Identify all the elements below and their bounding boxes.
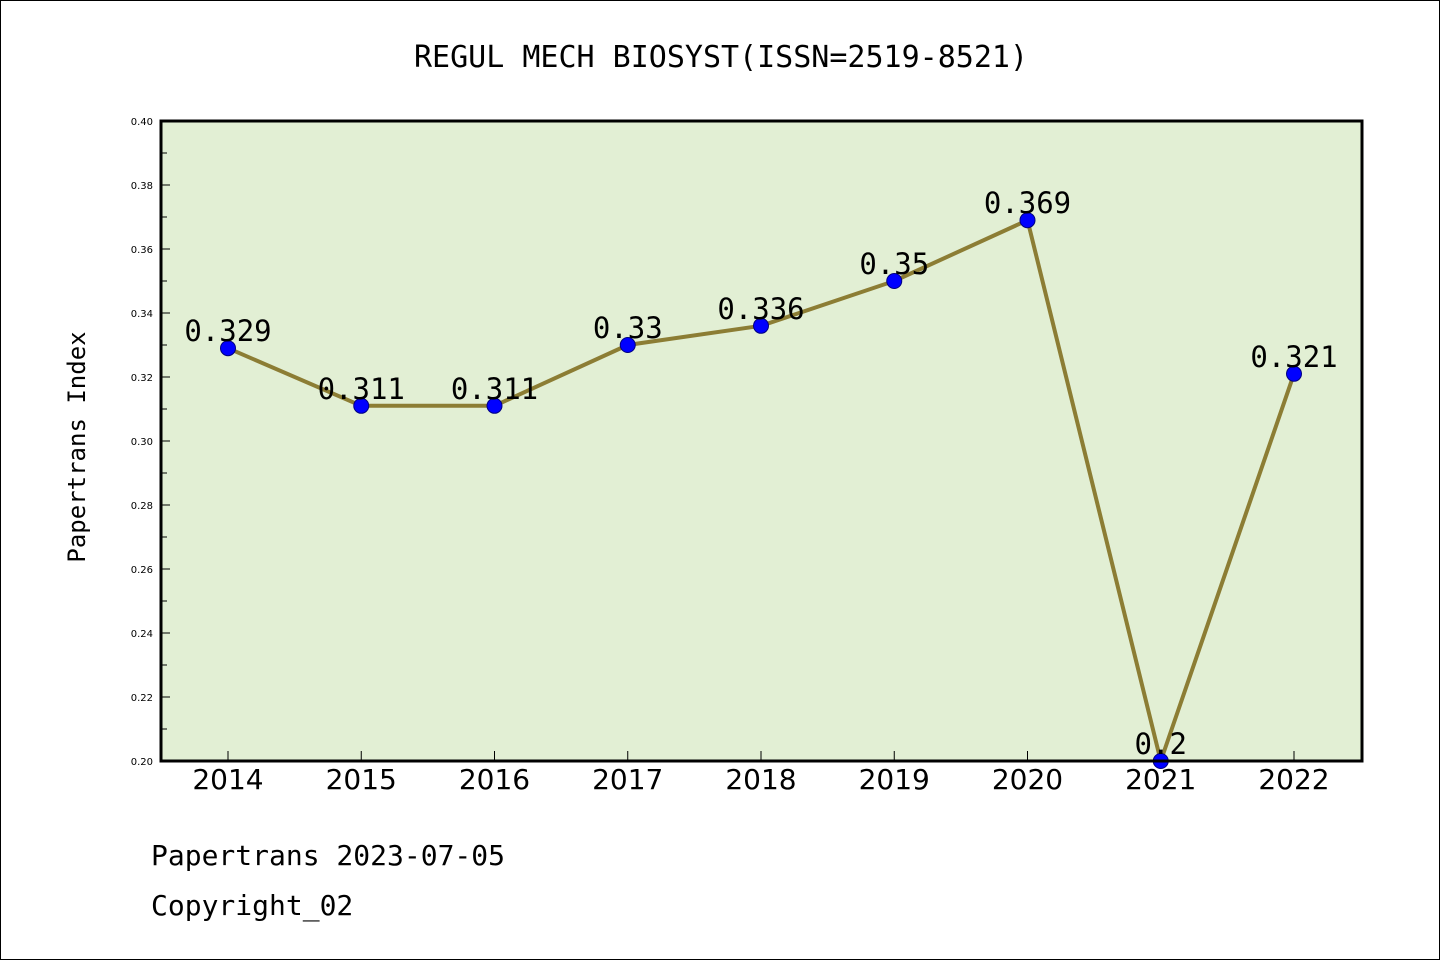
data-point [1019, 212, 1036, 229]
x-tick-label: 2022 [1258, 763, 1329, 796]
data-point [753, 317, 769, 334]
chart-title: REGUL MECH BIOSYST(ISSN=2519-8521) [414, 40, 1028, 75]
data-label: 0.369 [984, 186, 1071, 220]
series-markers [220, 212, 1302, 769]
y-tick-label: 0.40 [131, 117, 153, 128]
y-tick-labels: 0.20 0.22 0.24 0.26 0.28 0.30 0.32 0.34 0.36 0.38… [131, 117, 153, 768]
plot-border [159, 119, 1364, 763]
x-tick-label: 2015 [326, 763, 397, 796]
y-axis-label: Papertrans Index [63, 331, 91, 562]
data-point [220, 340, 236, 357]
data-label: 0.35 [859, 247, 929, 281]
data-label: 0.2 [1135, 727, 1187, 761]
data-label: 0.311 [451, 372, 538, 406]
footer-date: Papertrans 2023-07-05 [151, 839, 505, 872]
y-tick-label: 0.26 [131, 565, 153, 576]
data-label: 0.321 [1250, 340, 1337, 374]
x-tick-label: 2020 [992, 763, 1063, 796]
y-tick-label: 0.32 [131, 373, 153, 384]
data-label: 0.33 [593, 311, 663, 345]
x-tick-labels: 2014 2015 2016 2017 2018 2019 2020 2021 2022 [192, 763, 1329, 796]
data-point [1286, 365, 1302, 382]
x-tick-label: 2016 [459, 763, 530, 796]
y-tick-label: 0.28 [131, 501, 153, 512]
y-tick-label: 0.38 [131, 181, 153, 192]
data-label: 0.329 [184, 314, 271, 348]
footer-copyright: Copyright_02 [151, 889, 353, 923]
x-tick-label: 2017 [592, 763, 663, 796]
data-point [886, 273, 903, 289]
x-tick-label: 2019 [859, 763, 930, 796]
data-point [486, 397, 503, 414]
y-tick-label: 0.20 [131, 757, 153, 768]
plot-area [161, 121, 1362, 761]
y-tick-label: 0.22 [131, 693, 153, 704]
data-point [619, 337, 636, 353]
data-labels: 0.329 0.311 0.311 0.33 0.336 0.35 0.369 0.2 0.32… [184, 186, 1337, 761]
data-label: 0.311 [318, 372, 405, 406]
x-tick-label: 2014 [192, 763, 263, 796]
y-tick-label: 0.36 [131, 245, 153, 256]
y-tick-label: 0.30 [131, 437, 153, 448]
data-label: 0.336 [717, 292, 804, 326]
data-point [353, 397, 370, 414]
y-tick-label: 0.34 [131, 309, 153, 320]
x-tick-label: 2018 [725, 763, 796, 796]
y-tick-label: 0.24 [131, 629, 153, 640]
